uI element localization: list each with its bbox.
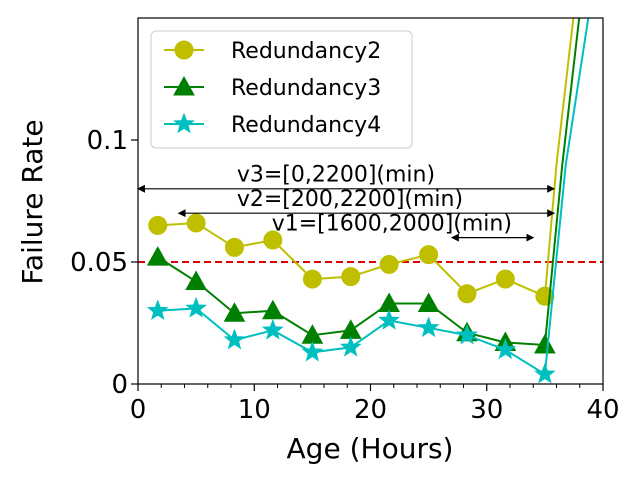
data-point-redundancy2 [379,254,399,274]
data-point-redundancy4 [146,299,169,321]
data-point-redundancy4 [417,316,440,338]
data-point-redundancy4 [534,362,556,384]
y-tick-label: 0.1 [87,126,128,156]
legend: Redundancy2 Redundancy3 Redundancy4 [150,30,413,149]
data-point-redundancy2 [495,269,515,289]
data-point-redundancy2 [148,215,168,235]
x-axis-title: Age (Hours) [287,432,454,465]
data-point-redundancy3 [534,333,556,354]
axes: 0 10 20 30 40 0 0.05 0.1 [70,17,620,425]
range-label-3: v1=[1600,2000](min) [272,211,512,236]
y-tick-label: 0 [111,370,128,400]
range-label-1: v3=[0,2200](min) [237,162,435,187]
legend-label: Redundancy4 [231,113,381,138]
data-point-redundancy4 [223,328,246,350]
data-point-redundancy2 [263,230,283,250]
x-tick-label: 40 [586,395,619,425]
legend-marker-star [173,112,195,134]
range-label-2: v2=[200,2200](min) [237,187,463,212]
legend-marker-triangle [173,75,195,96]
data-point-redundancy4 [378,309,400,330]
legend-marker-circle [174,40,194,60]
data-point-redundancy2 [341,267,361,287]
data-point-redundancy3 [185,270,207,291]
x-tick-label: 30 [470,395,503,425]
x-tick-label: 10 [238,395,271,425]
x-tick-label: 20 [354,395,387,425]
data-point-redundancy4 [494,338,517,360]
legend-label: Redundancy3 [231,76,381,101]
data-point-redundancy4 [339,335,362,357]
x-tick-label: 0 [130,395,147,425]
data-point-redundancy2 [224,237,244,257]
data-point-redundancy3 [146,246,169,266]
data-point-redundancy4 [456,323,478,345]
y-tick-label: 0.05 [70,248,128,278]
data-point-redundancy3 [223,302,246,322]
data-point-redundancy3 [339,319,362,339]
data-point-redundancy2 [186,213,206,233]
data-point-redundancy3 [262,299,284,320]
legend-label: Redundancy2 [231,39,381,64]
data-point-redundancy4 [261,318,284,340]
data-point-redundancy4 [301,340,324,362]
data-point-redundancy4 [185,296,207,318]
plot-area [138,18,603,384]
legend-box [150,30,413,149]
data-point-redundancy2 [302,269,322,289]
y-axis-title: Failure Rate [16,119,49,284]
data-point-redundancy2 [419,245,439,265]
annotations: v3=[0,2200](min)v2=[200,2200](min)v1=[16… [137,162,556,242]
data-point-redundancy3 [417,292,440,312]
data-point-redundancy2 [457,284,477,304]
